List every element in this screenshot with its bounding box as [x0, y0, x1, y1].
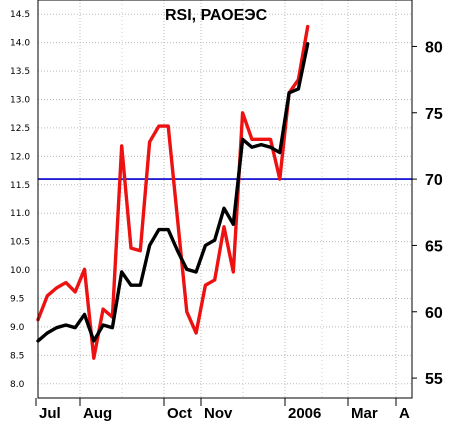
right-tick-label: 65	[425, 238, 443, 255]
left-tick-label: 12.5	[10, 124, 30, 134]
x-tick-label: 2006	[288, 405, 321, 422]
left-tick-label: 11.0	[10, 209, 30, 219]
left-tick-label: 13.0	[10, 96, 30, 106]
series-line-red	[36, 24, 310, 360]
left-tick-label: 9.5	[10, 295, 24, 305]
left-tick-label: 11.5	[10, 181, 30, 191]
left-tick-label: 10.0	[10, 266, 30, 276]
x-tick-label: Mar	[351, 405, 378, 422]
x-tick-label: Aug	[83, 405, 112, 422]
series-line-black	[36, 42, 310, 343]
right-tick-label: 55	[425, 371, 443, 388]
x-tick-label: Jul	[39, 405, 61, 422]
left-tick-label: 8.5	[10, 351, 24, 361]
left-tick-label: 10.5	[10, 238, 30, 248]
left-axis-ticks: 8.0 8.5 9.0 9.5 10.0 10.5 11.0 11.5 12.0 12.5 13.0…	[10, 10, 30, 390]
right-tick-label: 75	[425, 106, 443, 123]
x-tick-label: Oct	[167, 405, 192, 422]
plot-frame	[37, 0, 413, 399]
right-axis-ticks: 55 60 65 70 75 80	[412, 39, 443, 388]
right-tick-label: 60	[425, 305, 443, 322]
left-tick-label: 12.0	[10, 152, 30, 162]
x-tick-label: A	[399, 405, 410, 422]
x-axis-labels: Jul Aug Oct Nov 2006 Mar A	[35, 398, 410, 422]
chart-title: RSI, РАОЕЭС	[165, 7, 268, 24]
left-tick-label: 9.0	[10, 323, 25, 333]
left-tick-label: 13.5	[10, 67, 30, 77]
left-tick-label: 14.5	[10, 10, 30, 20]
right-tick-label: 80	[425, 39, 443, 56]
x-tick-label: Nov	[204, 405, 233, 422]
left-tick-label: 14.0	[10, 39, 30, 49]
left-tick-label: 8.0	[10, 380, 25, 390]
series-lines	[36, 24, 310, 360]
right-tick-label: 70	[425, 172, 443, 189]
